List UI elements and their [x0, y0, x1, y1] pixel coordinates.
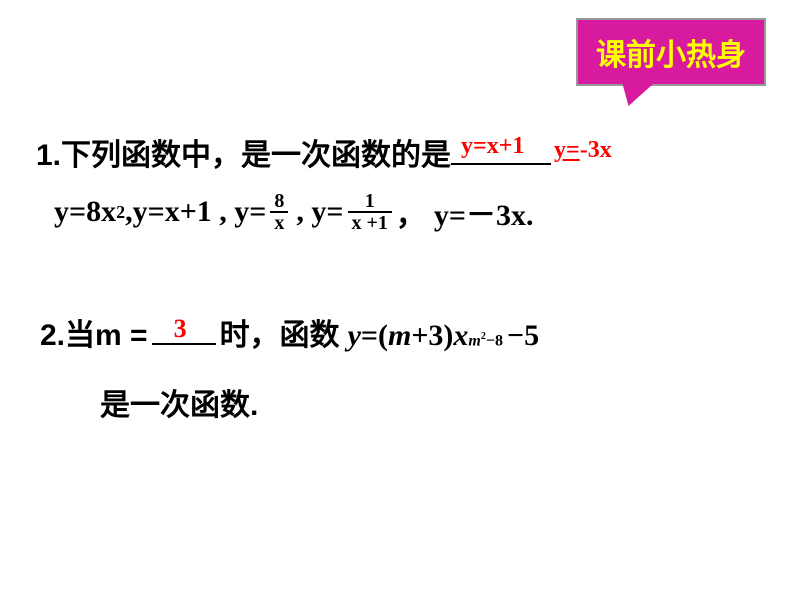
- q2-equation: y=(m+3)xm2−8−5: [348, 319, 540, 353]
- q1-expr-p5: y=－3x.: [434, 190, 534, 234]
- question-1-line1: 1.下列函数中，是一次函数的是 y=x+1 y=-3x: [36, 130, 766, 174]
- q1-expr-p4: ，: [396, 190, 426, 234]
- q1-frac2-den: x +1: [348, 211, 392, 233]
- eq-x: x: [453, 319, 468, 353]
- q1-answer-a: y=x+1: [461, 133, 524, 160]
- eq-plus3: +3): [411, 319, 453, 353]
- q1-frac-2: 1 x +1: [348, 191, 392, 233]
- eq-y: y: [348, 319, 361, 353]
- question-2-line2: 是一次函数.: [100, 380, 258, 424]
- q2-mid: 时，函数: [220, 310, 340, 354]
- question-1-expressions: y=8x2 ,y=x+1 , y= 8 x , y= 1 x +1 ， y=－3…: [54, 190, 534, 234]
- eq-exponent: m2−8: [468, 331, 503, 350]
- eq-m1: m: [388, 319, 411, 353]
- eq-eq: =(: [361, 319, 388, 353]
- q1-prefix: 1.下列函数中，是一次函数的是: [36, 130, 451, 174]
- eq-m5: −5: [507, 319, 539, 353]
- q1-expr-p2: ,y=x+1 , y=: [125, 195, 266, 229]
- q1-blank-2: y=-3x: [551, 137, 623, 165]
- question-2-line1: 2.当m = 3 时，函数 y=(m+3)xm2−8−5: [40, 310, 539, 354]
- q2-prefix: 2.当m =: [40, 310, 148, 354]
- q2-answer: 3: [174, 314, 187, 344]
- q2-suffix: 是一次函数.: [100, 389, 258, 422]
- q1-frac1-den: x: [270, 211, 288, 233]
- q2-blank: 3: [152, 317, 216, 345]
- q1-frac1-num: 8: [270, 191, 288, 211]
- q1-expr-p3: , y=: [296, 195, 343, 229]
- q1-blank-1: y=x+1: [451, 137, 551, 165]
- badge-tail: [615, 80, 658, 106]
- badge-text: 课前小热身: [596, 39, 746, 72]
- q1-answer-b: y=-3x: [554, 137, 612, 164]
- warmup-badge: 课前小热身: [576, 18, 766, 86]
- q1-frac-1: 8 x: [270, 191, 288, 233]
- q1-expr-p1: y=8x: [54, 195, 116, 229]
- q1-expr-sup: 2: [116, 202, 125, 223]
- q1-frac2-num: 1: [361, 191, 379, 211]
- badge-box: 课前小热身: [576, 18, 766, 86]
